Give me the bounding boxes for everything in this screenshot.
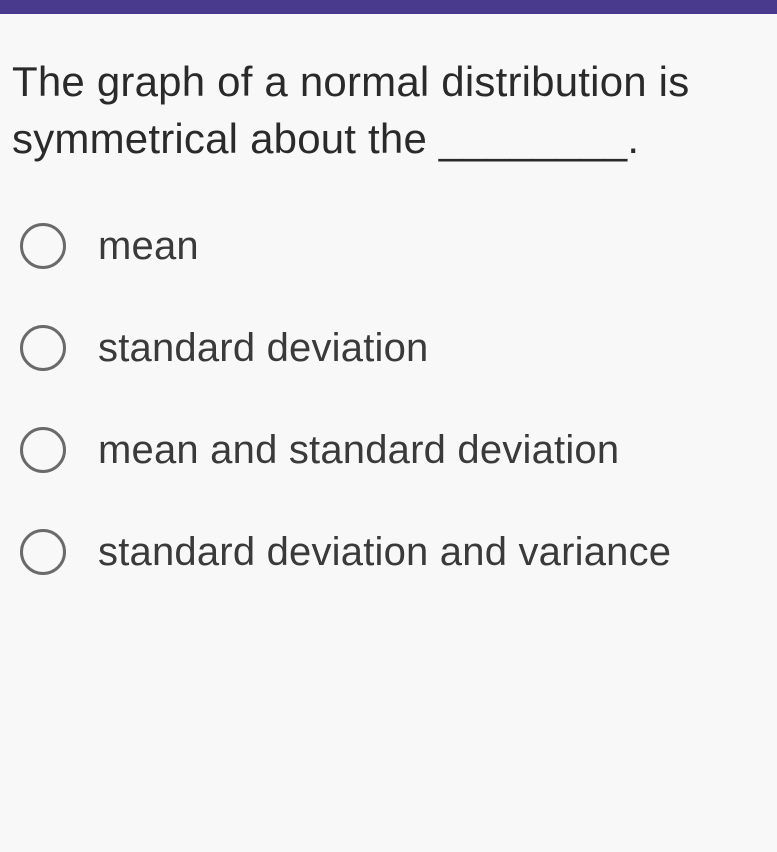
radio-icon: [20, 529, 66, 575]
radio-icon: [20, 223, 66, 269]
top-accent-bar: [0, 0, 777, 14]
option-standard-deviation-and-variance[interactable]: standard deviation and variance: [20, 529, 765, 575]
option-label: mean: [98, 224, 199, 269]
option-mean[interactable]: mean: [20, 223, 765, 269]
radio-icon: [20, 427, 66, 473]
option-label: mean and standard deviation: [98, 428, 619, 473]
question-text: The graph of a normal distribution is sy…: [12, 54, 765, 167]
radio-icon: [20, 325, 66, 371]
question-line-2: symmetrical about the ________.: [12, 115, 639, 162]
option-standard-deviation[interactable]: standard deviation: [20, 325, 765, 371]
option-mean-and-standard-deviation[interactable]: mean and standard deviation: [20, 427, 765, 473]
option-label: standard deviation: [98, 326, 429, 371]
question-line-1: The graph of a normal distribution is: [12, 58, 689, 105]
options-group: mean standard deviation mean and standar…: [12, 223, 765, 575]
question-card: The graph of a normal distribution is sy…: [0, 14, 777, 852]
option-label: standard deviation and variance: [98, 530, 671, 575]
